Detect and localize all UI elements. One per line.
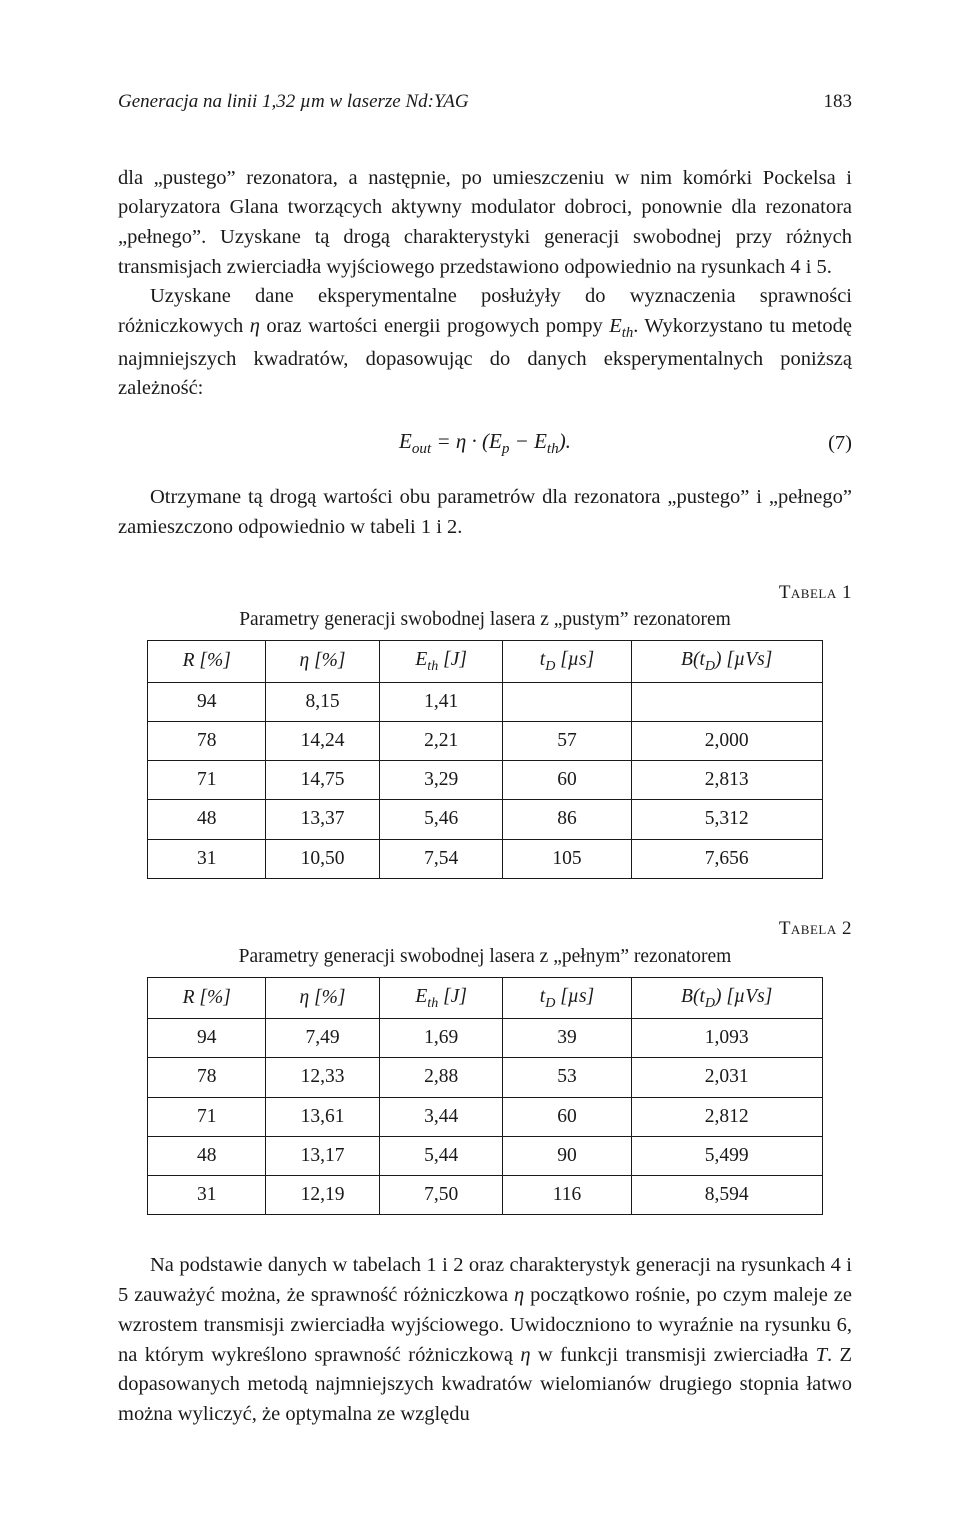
table-row: 48 13,37 5,46 86 5,312 xyxy=(148,800,822,839)
paragraph-1: dla „pustego” rezonatora, a następnie, p… xyxy=(118,164,852,283)
table-row: 48 13,17 5,44 90 5,499 xyxy=(148,1136,822,1175)
paragraph-2: Uzyskane dane eksperymentalne posłużyły … xyxy=(118,282,852,404)
table-row: 94 7,49 1,69 39 1,093 xyxy=(148,1019,822,1058)
equation-7: Eout = η · (Ep − Eth). (7) xyxy=(118,426,852,461)
table-2-col-R: R [%] xyxy=(148,977,266,1018)
table-2-col-BtD: B(tD) [µVs] xyxy=(631,977,822,1018)
table-2-col-eta: η [%] xyxy=(266,977,380,1018)
table-1-col-Eth: Eth [J] xyxy=(379,641,502,682)
table-1-label: Tabela 1 xyxy=(118,579,852,607)
table-1: R [%] η [%] Eth [J] tD [µs] B(tD) [µVs] … xyxy=(147,640,822,879)
symbol-eta: η xyxy=(250,315,260,337)
equation-number: (7) xyxy=(828,429,852,459)
table-2-col-Eth: Eth [J] xyxy=(379,977,502,1018)
table-2-title: Parametry generacji swobodnej lasera z „… xyxy=(118,943,852,971)
symbol-eta-2: η xyxy=(514,1284,524,1306)
paragraph-4: Na podstawie danych w tabelach 1 i 2 ora… xyxy=(118,1251,852,1429)
table-row: 31 10,50 7,54 105 7,656 xyxy=(148,839,822,878)
running-header: Generacja na linii 1,32 µm w laserze Nd:… xyxy=(118,88,852,116)
table-row: 78 12,33 2,88 53 2,031 xyxy=(148,1058,822,1097)
table-2-body: 94 7,49 1,69 39 1,093 78 12,33 2,88 53 2… xyxy=(148,1019,822,1215)
table-1-col-tD: tD [µs] xyxy=(503,641,631,682)
table-1-col-BtD: B(tD) [µVs] xyxy=(631,641,822,682)
symbol-eta-3: η xyxy=(520,1344,530,1366)
table-2: R [%] η [%] Eth [J] tD [µs] B(tD) [µVs] … xyxy=(147,977,822,1216)
running-title: Generacja na linii 1,32 µm w laserze Nd:… xyxy=(118,88,469,116)
table-2-label: Tabela 2 xyxy=(118,915,852,943)
table-1-col-eta: η [%] xyxy=(266,641,380,682)
paragraph-2b: oraz wartości energii progowych pompy xyxy=(260,315,609,337)
table-row: 71 14,75 3,29 60 2,813 xyxy=(148,761,822,800)
table-row: 94 8,15 1,41 xyxy=(148,682,822,721)
table-1-col-R: R [%] xyxy=(148,641,266,682)
table-1-title: Parametry generacji swobodnej lasera z „… xyxy=(118,606,852,634)
table-row: 71 13,61 3,44 60 2,812 xyxy=(148,1097,822,1136)
table-2-header-row: R [%] η [%] Eth [J] tD [µs] B(tD) [µVs] xyxy=(148,977,822,1018)
table-row: 31 12,19 7,50 116 8,594 xyxy=(148,1176,822,1215)
table-1-header-row: R [%] η [%] Eth [J] tD [µs] B(tD) [µVs] xyxy=(148,641,822,682)
table-2-caption: Tabela 2 Parametry generacji swobodnej l… xyxy=(118,915,852,971)
table-1-caption: Tabela 1 Parametry generacji swobodnej l… xyxy=(118,579,852,635)
table-row: 78 14,24 2,21 57 2,000 xyxy=(148,721,822,760)
paragraph-4c: w funkcji transmisji zwierciadła xyxy=(531,1344,816,1366)
symbol-T: T xyxy=(816,1344,827,1366)
symbol-eth: Eth xyxy=(609,315,633,337)
page-number: 183 xyxy=(824,88,853,116)
table-2-col-tD: tD [µs] xyxy=(503,977,631,1018)
equation-body: Eout = η · (Ep − Eth). xyxy=(399,426,571,461)
paragraph-3: Otrzymane tą drogą wartości obu parametr… xyxy=(118,483,852,542)
table-1-body: 94 8,15 1,41 78 14,24 2,21 57 2,000 71 1… xyxy=(148,682,822,878)
